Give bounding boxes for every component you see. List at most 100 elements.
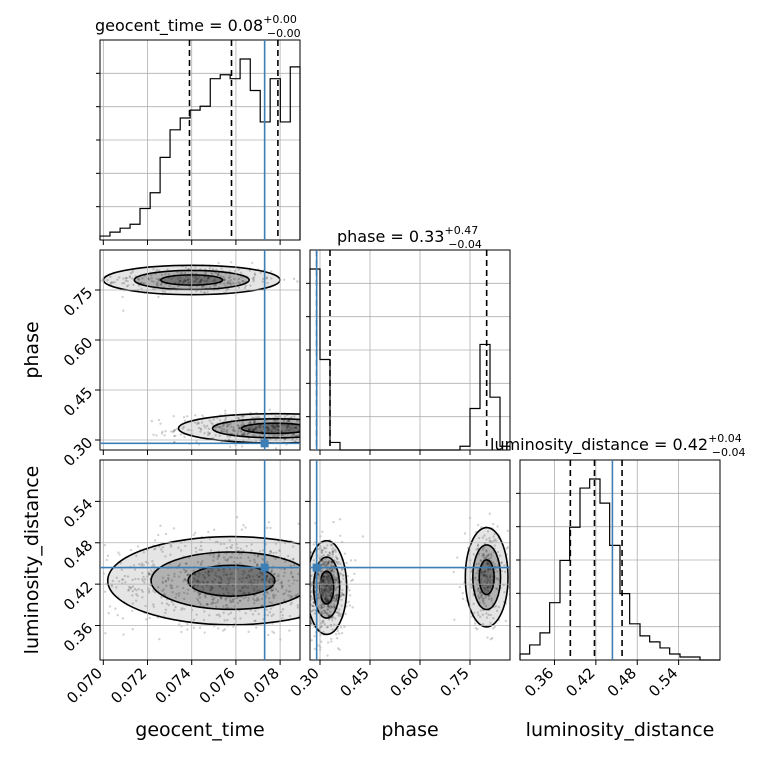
sample-point	[157, 282, 160, 285]
sample-point	[312, 559, 316, 562]
sample-point	[131, 594, 134, 597]
sample-point	[152, 280, 156, 284]
sample-point	[236, 416, 239, 420]
sample-point	[193, 276, 197, 279]
sample-point	[267, 580, 271, 583]
sample-point	[483, 569, 487, 573]
sample-point	[491, 637, 494, 640]
sample-point	[284, 429, 288, 432]
sample-point	[115, 586, 118, 589]
sample-point	[487, 613, 490, 616]
sample-point	[265, 560, 269, 564]
sample-point	[226, 282, 229, 285]
sample-point	[271, 425, 274, 429]
sample-point	[159, 548, 163, 551]
sample-point	[265, 425, 269, 429]
sample-point	[506, 529, 509, 533]
sample-point	[203, 577, 206, 580]
sample-point	[319, 625, 323, 629]
sample-point	[330, 588, 333, 591]
sample-point	[225, 596, 229, 599]
sample-point	[213, 528, 216, 532]
sample-point	[326, 625, 330, 629]
sample-point	[257, 575, 261, 579]
sample-point	[321, 563, 324, 566]
sample-point	[476, 523, 480, 527]
sample-point	[239, 556, 242, 559]
sample-point	[336, 593, 339, 597]
scatter-points	[102, 515, 300, 641]
sample-point	[244, 592, 247, 595]
density-fill	[188, 565, 275, 597]
sample-point	[193, 421, 197, 424]
sample-point	[203, 610, 206, 613]
sample-point	[131, 585, 135, 588]
sample-point	[206, 277, 209, 280]
sample-point	[266, 427, 270, 431]
title-luminosity-distance: luminosity_distance = 0.42+0.04 −0.04	[490, 432, 746, 459]
sample-point	[325, 600, 328, 603]
sample-point	[328, 551, 331, 554]
sample-point	[323, 580, 326, 583]
sample-point	[270, 588, 273, 591]
panel-frame	[309, 459, 511, 661]
sample-point	[229, 278, 232, 282]
sample-point	[480, 593, 483, 597]
sample-point	[266, 614, 269, 617]
sample-point	[122, 633, 125, 636]
sample-point	[219, 585, 222, 588]
sample-point	[478, 597, 481, 600]
sample-point	[489, 621, 492, 625]
sample-point	[253, 272, 257, 275]
sample-point	[192, 626, 196, 630]
sample-point	[240, 429, 243, 432]
sample-point	[164, 580, 168, 583]
sample-point	[180, 630, 183, 634]
sample-point	[222, 629, 225, 632]
sample-point	[238, 589, 241, 593]
sample-point	[222, 275, 225, 279]
sample-point	[256, 416, 259, 419]
sample-point	[326, 605, 329, 608]
sample-point	[270, 601, 273, 604]
sample-point	[123, 574, 127, 578]
sample-point	[182, 568, 186, 571]
sample-point	[260, 597, 264, 601]
sample-point	[150, 419, 154, 423]
sample-point	[265, 578, 268, 582]
sample-point	[293, 563, 296, 567]
sample-point	[121, 578, 125, 581]
sample-point	[310, 622, 313, 625]
sample-point	[225, 431, 229, 434]
sample-point	[246, 576, 249, 580]
sample-point	[273, 434, 277, 437]
sample-point	[253, 594, 256, 597]
sample-point	[493, 544, 496, 547]
sample-point	[342, 574, 345, 577]
sample-point	[172, 609, 176, 612]
sample-point	[242, 591, 246, 594]
sample-point	[237, 268, 240, 271]
sample-point	[274, 426, 277, 429]
sample-point	[296, 280, 299, 283]
sample-point	[228, 556, 232, 559]
sample-point	[227, 423, 231, 426]
sample-point	[214, 573, 217, 577]
sample-point	[232, 426, 235, 429]
sample-point	[273, 419, 277, 422]
sample-point	[283, 415, 287, 418]
sample-point	[202, 424, 206, 427]
sample-point	[116, 614, 119, 617]
sample-point	[327, 561, 330, 564]
sample-point	[276, 428, 279, 431]
sample-point	[321, 592, 325, 595]
sample-point	[328, 606, 331, 609]
sample-point	[221, 425, 224, 428]
sample-point	[293, 415, 296, 418]
sample-point	[327, 590, 330, 593]
sample-point	[319, 622, 323, 625]
sample-point	[317, 606, 321, 609]
sample-point	[488, 576, 491, 579]
density-contour	[310, 539, 348, 636]
sample-point	[274, 429, 277, 433]
